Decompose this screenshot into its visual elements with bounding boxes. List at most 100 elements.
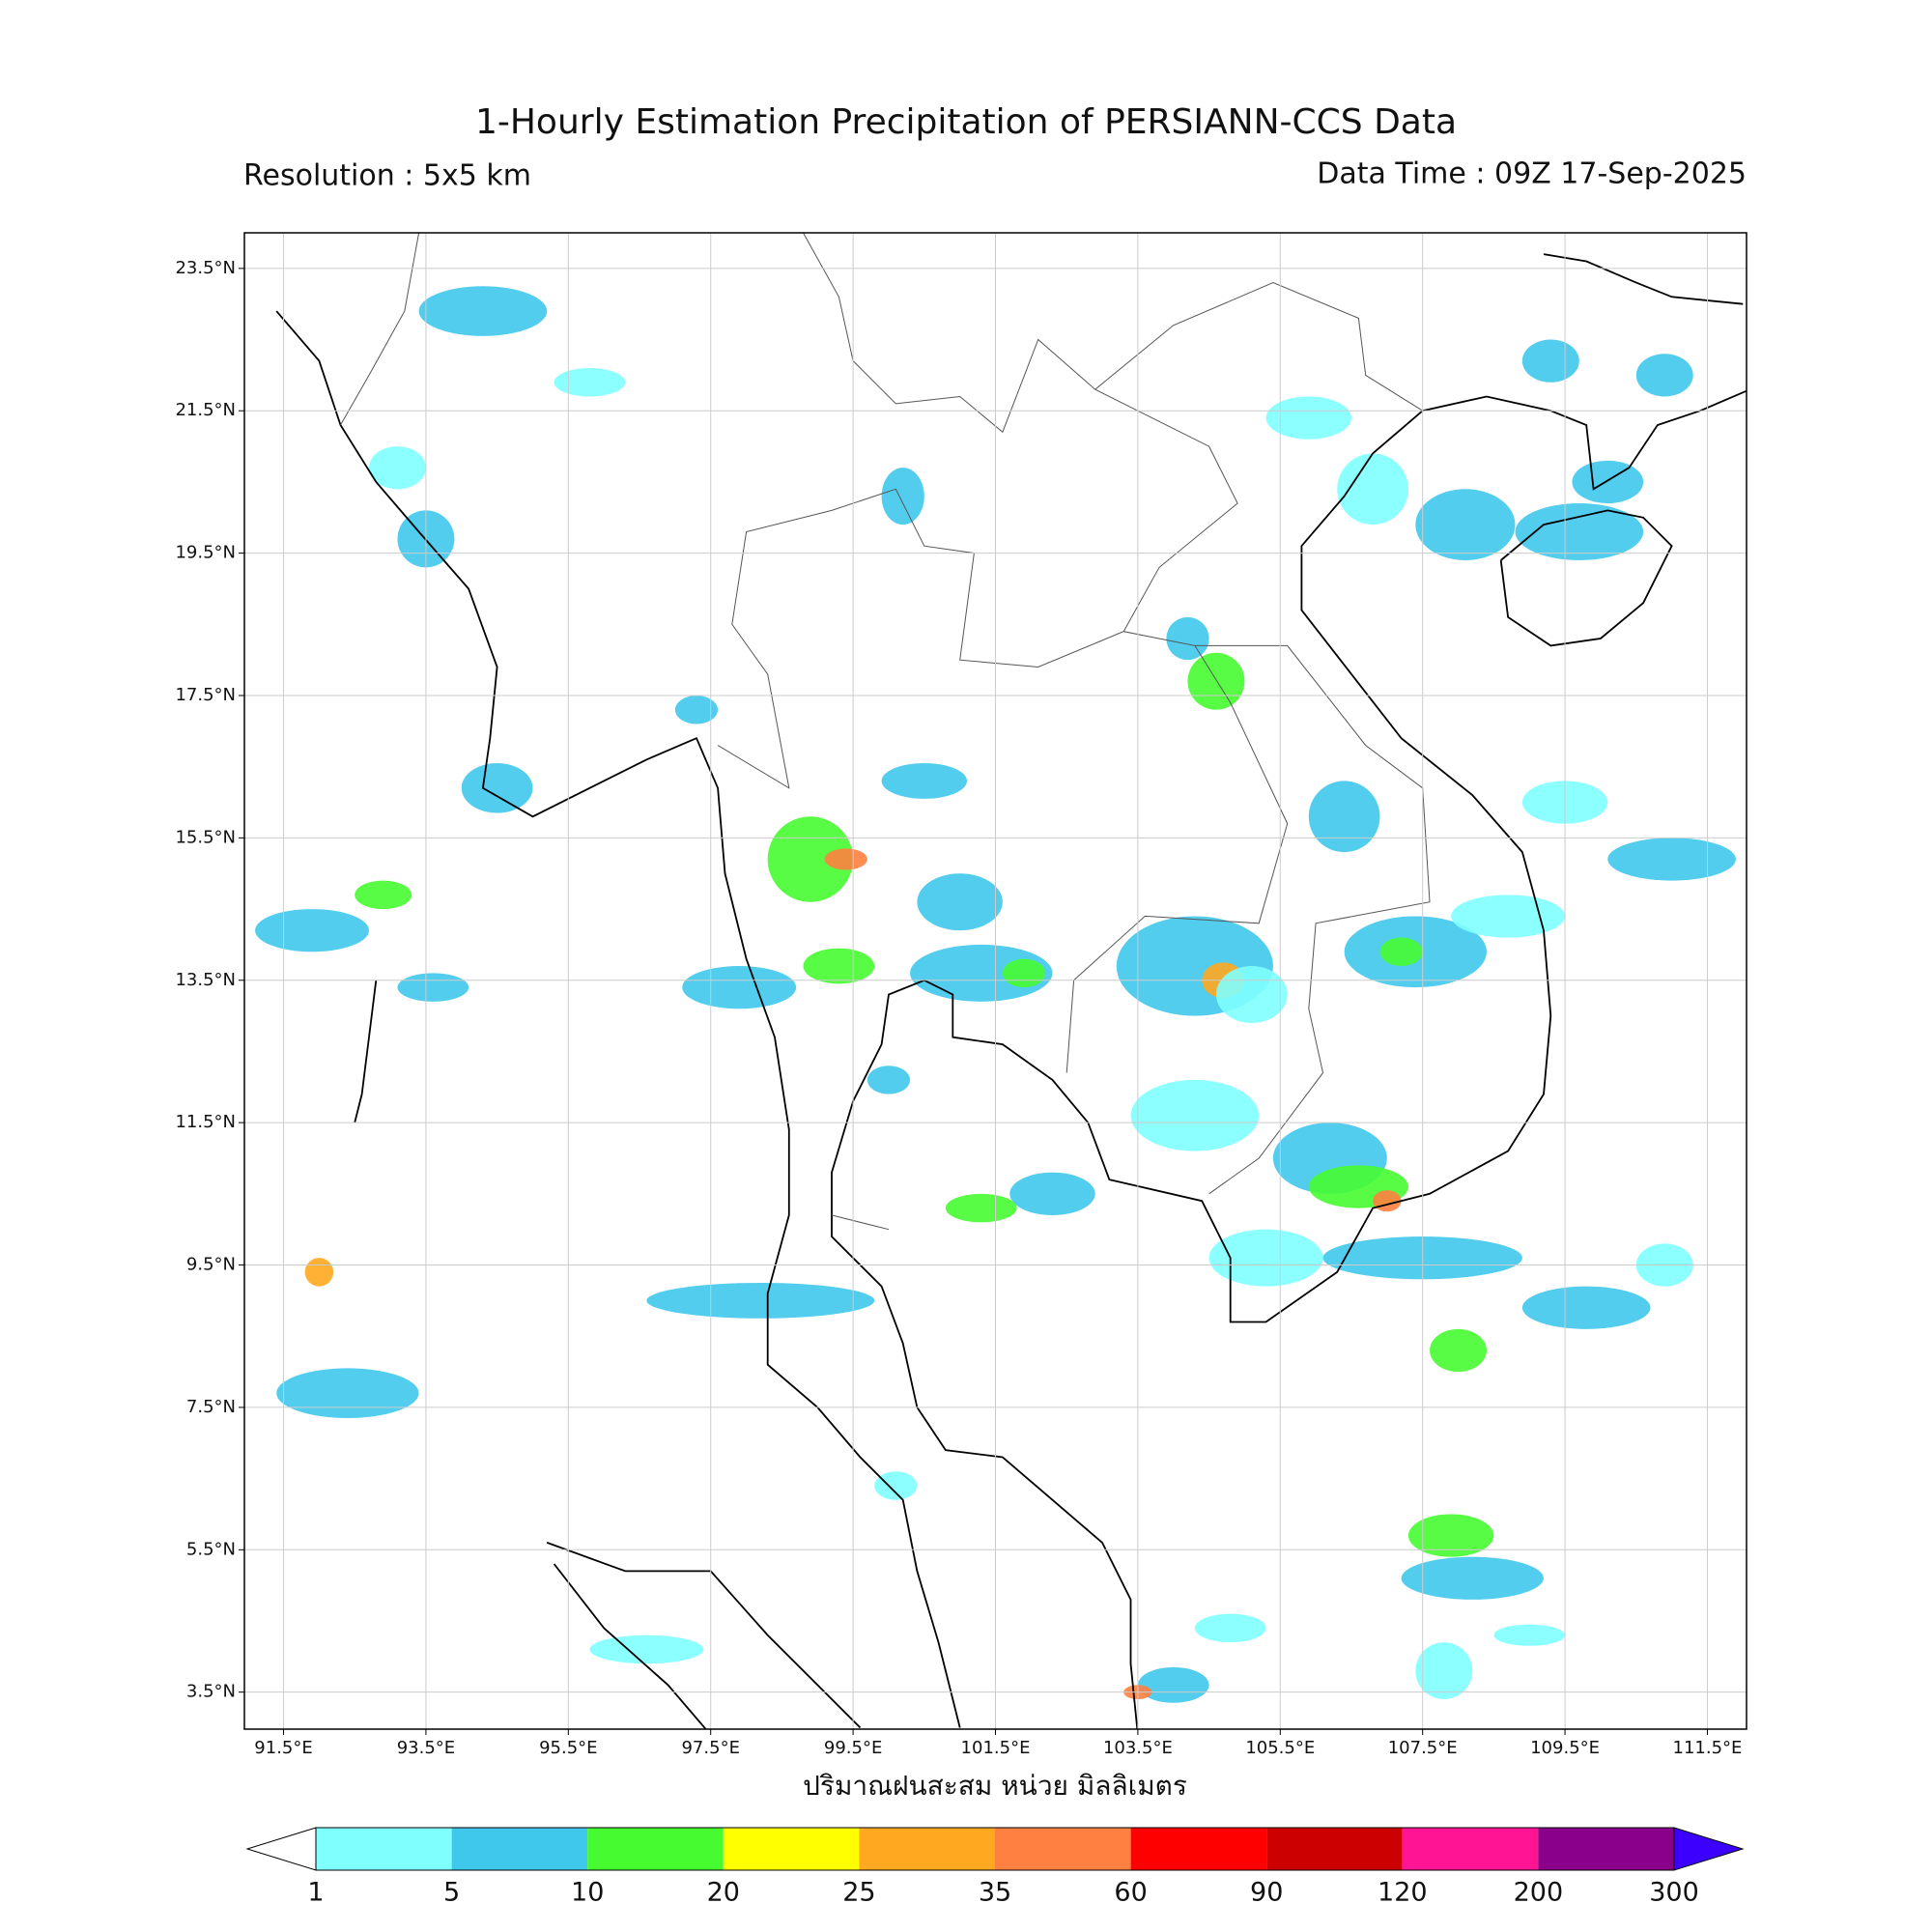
rain-area [1215,966,1288,1023]
x-tick-label: 111.5°E [1673,1738,1743,1758]
x-tick-label: 107.5°E [1388,1738,1458,1758]
y-tick-label: 19.5°N [175,543,236,563]
x-tick-label: 105.5°E [1245,1738,1315,1758]
colorbar-label: 90 [1250,1878,1283,1908]
data-time: Data Time : 09Z 17-Sep-2025 [1317,157,1747,191]
border [803,233,1238,632]
x-tick-label: 95.5°E [539,1738,597,1758]
rain-area [1009,1172,1095,1215]
rain-area [1607,838,1736,881]
rain-area [1265,396,1351,440]
rain-area [1137,1666,1209,1703]
colorbar: 1 5 10 20 25 35 60 90 120 200 300 [245,1827,1745,1908]
rain-area [1166,616,1209,661]
x-tick-label: 97.5°E [681,1738,739,1758]
colorbar-bin [859,1828,995,1870]
colorbar-label: 60 [1114,1878,1147,1908]
rain-area [255,909,369,952]
border [717,488,1289,1073]
border [340,233,420,426]
rain-area [881,468,924,526]
rain-area [276,1368,419,1418]
rain-area [1002,958,1046,988]
rain-area [1515,503,1644,560]
rain-area [1194,1613,1266,1643]
rain-area [917,873,1003,931]
rain-area [1430,1328,1488,1373]
rain-area [355,880,412,910]
border [1094,282,1423,412]
coastline [831,389,1747,1729]
rain-area [1337,453,1408,526]
rain-area [1379,937,1423,967]
colorbar-label: 10 [571,1878,604,1908]
colorbar-bin [587,1828,724,1870]
y-tick-label: 23.5°N [175,258,236,278]
y-tick-label: 11.5°N [175,1112,236,1132]
x-tick-label: 99.5°E [824,1738,882,1758]
x-tick-label: 101.5°E [961,1738,1031,1758]
rain-area [1401,1556,1544,1600]
rain-area [945,1193,1017,1223]
rain-area [554,368,626,397]
coastline [546,1542,862,1729]
rain-area [1187,652,1245,710]
colorbar-label: 35 [979,1878,1011,1908]
colorbar-bin [1538,1828,1674,1870]
y-tick-label: 15.5°N [175,827,236,847]
rain-area [1451,895,1566,938]
rain-area [1493,1624,1566,1646]
colorbar-bin [723,1828,860,1870]
rain-area [910,944,1053,1002]
rain-area [1415,1642,1473,1700]
colorbar-bin [451,1828,588,1870]
plot-frame [243,232,1747,1730]
colorbar-label: 25 [842,1878,875,1908]
rain-area [304,1258,334,1287]
border [831,1214,890,1231]
rain-area [1415,489,1516,560]
y-tick-label: 9.5°N [186,1255,236,1275]
colorbar-bin [316,1828,452,1870]
x-tick-label: 93.5°E [397,1738,455,1758]
title: 1-Hourly Estimation Precipitation of PER… [475,102,1457,142]
y-tick-label: 5.5°N [186,1539,236,1559]
colorbar-label: 300 [1649,1878,1699,1908]
colorbar-label: 200 [1514,1878,1564,1908]
coastline [354,980,378,1123]
y-tick-label: 7.5°N [186,1397,236,1417]
coastline [1543,253,1744,305]
x-tick-label: 91.5°E [254,1738,312,1758]
rain-area [418,286,548,336]
y-tick-label: 17.5°N [175,685,236,705]
rain-area [682,966,797,1009]
x-tick-label: 109.5°E [1530,1738,1600,1758]
colorbar-frame [315,1827,1675,1871]
rain-area [1208,1229,1323,1287]
colorbar-bin [1402,1828,1539,1870]
colorbar-label: 20 [707,1878,740,1908]
rain-area [1130,1079,1260,1151]
rain-area [1521,1286,1651,1329]
colorbar-bin [1130,1828,1267,1870]
rain-area [803,948,875,984]
coastline [275,310,961,1728]
rain-area [674,695,719,724]
plot-area: 91.5°E 93.5°E 95.5°E 97.5°E 99.5°E 101.5°E 103… [175,232,1747,1758]
rain-area [1308,781,1380,853]
colorbar-label: 120 [1378,1878,1428,1908]
rain-area [1572,460,1644,504]
x-axis-label: ปริมาณฝนสะสม หน่วย มิลลิเมตร [803,1770,1187,1802]
rain-area [589,1634,704,1664]
rain-area [1521,339,1579,383]
rain-area [824,848,867,870]
rain-area [867,1065,911,1094]
colorbar-bin [995,1828,1131,1870]
rain-area [397,973,469,1002]
y-tick-label: 3.5°N [186,1682,236,1702]
rain-area [461,763,533,813]
rain-area [1635,354,1693,397]
rain-area [1407,1514,1494,1557]
resolution: Resolution : 5x5 km [243,159,531,193]
